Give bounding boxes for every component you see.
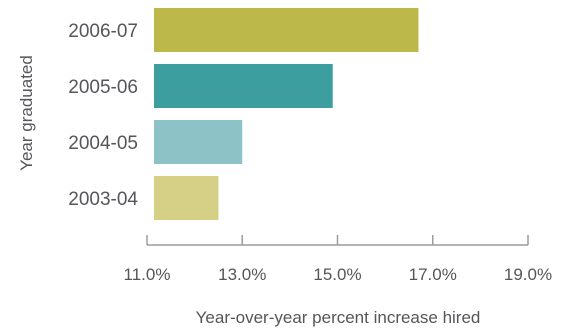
x-tick-label: 19.0% xyxy=(504,265,552,284)
bar-2005-06 xyxy=(154,64,333,108)
bar-2004-05 xyxy=(154,120,243,164)
x-axis-title: Year-over-year percent increase hired xyxy=(196,308,481,327)
x-tick-label: 13.0% xyxy=(218,265,266,284)
x-tick-label: 15.0% xyxy=(313,265,361,284)
bar-2003-04 xyxy=(154,176,219,220)
category-labels: 2006-07 2005-06 2004-05 2003-04 xyxy=(68,21,138,210)
category-label: 2006-07 xyxy=(68,21,138,42)
category-label: 2003-04 xyxy=(68,189,138,210)
y-axis-title: Year graduated xyxy=(17,55,36,171)
bar-2006-07 xyxy=(154,8,419,52)
x-tick-label: 11.0% xyxy=(124,265,171,284)
x-axis: 11.0% 13.0% 15.0% 17.0% 19.0% xyxy=(124,235,552,284)
x-tick-label: 17.0% xyxy=(409,265,457,284)
category-label: 2004-05 xyxy=(68,133,138,154)
bars-group xyxy=(154,8,419,220)
category-label: 2005-06 xyxy=(68,77,138,98)
